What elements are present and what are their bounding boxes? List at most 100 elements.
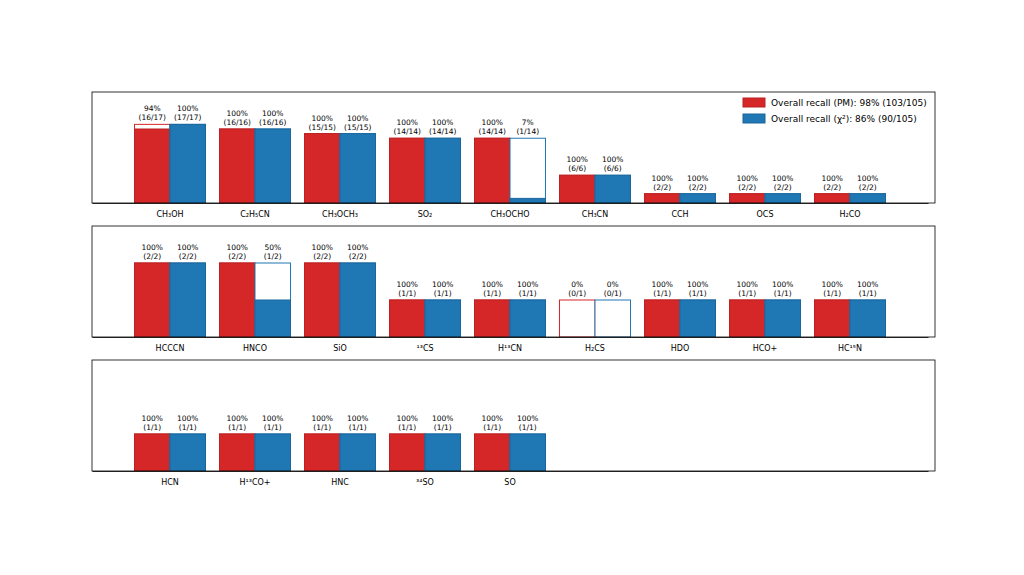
bar bbox=[305, 134, 340, 203]
x-axis-line bbox=[93, 203, 929, 204]
bar bbox=[170, 263, 205, 337]
bar-outline bbox=[680, 300, 715, 337]
recall-label: 100% bbox=[517, 414, 538, 423]
count-label: (16/17) bbox=[139, 113, 167, 122]
legend-label: Overall recall (χ²): 86% (90/105) bbox=[771, 114, 917, 124]
bar-outline bbox=[815, 194, 850, 203]
bar bbox=[475, 138, 510, 203]
bar-outline bbox=[475, 138, 510, 203]
count-label: (2/2) bbox=[179, 252, 197, 261]
bar-outline bbox=[475, 434, 510, 471]
bar bbox=[170, 124, 205, 203]
legend: Overall recall (PM): 98% (103/105) Overal… bbox=[743, 98, 927, 124]
bar-outline bbox=[170, 263, 205, 337]
x-tick: H₂CS bbox=[585, 337, 605, 353]
bar-outline bbox=[475, 300, 510, 337]
bar bbox=[340, 434, 375, 471]
count-label: (1/1) bbox=[398, 423, 416, 432]
recall-label: 100% bbox=[772, 280, 793, 289]
bar bbox=[510, 300, 545, 337]
bar-outline bbox=[390, 138, 425, 203]
count-label: (16/16) bbox=[224, 118, 252, 127]
x-tick-label: CH₃CN bbox=[582, 210, 608, 219]
bar bbox=[220, 263, 255, 337]
figure: 94%(16/17)100%(16/16)100%(15/15)100%(14/… bbox=[0, 0, 1024, 575]
bar bbox=[850, 194, 885, 203]
bar bbox=[390, 434, 425, 471]
recall-label: 100% bbox=[397, 414, 418, 423]
count-label: (1/1) bbox=[653, 289, 671, 298]
bar bbox=[595, 175, 630, 203]
count-label: (1/1) bbox=[434, 423, 452, 432]
bar-outline bbox=[730, 300, 765, 337]
count-label: (1/1) bbox=[519, 423, 537, 432]
x-tick-label: H¹³CO+ bbox=[239, 478, 270, 487]
count-label: (1/1) bbox=[738, 289, 756, 298]
data-labels: 100%(1/1)100%(1/1)100%(1/1)100%(1/1)100%… bbox=[142, 414, 539, 432]
recall-label: 100% bbox=[567, 155, 588, 164]
x-tick: ³⁴SO bbox=[416, 471, 434, 487]
recall-label: 100% bbox=[687, 174, 708, 183]
count-label: (1/1) bbox=[264, 423, 282, 432]
count-label: (15/15) bbox=[309, 123, 337, 132]
x-tick-label: H₂CS bbox=[585, 344, 605, 353]
bar bbox=[135, 263, 170, 337]
bar-outline bbox=[255, 263, 290, 337]
plot-frame bbox=[92, 360, 935, 471]
bar bbox=[170, 434, 205, 471]
bar bbox=[475, 434, 510, 471]
count-label: (1/1) bbox=[434, 289, 452, 298]
bar-outline bbox=[390, 434, 425, 471]
count-label: (1/1) bbox=[774, 289, 792, 298]
legend-label: Overall recall (PM): 98% (103/105) bbox=[771, 98, 927, 108]
x-axis: CH₃OHC₂H₅CNCH₃OCH₃SO₂CH₃OCHOCH₃CNCCHOCSH… bbox=[93, 203, 929, 219]
bar-outline bbox=[815, 300, 850, 337]
x-tick-label: CH₃OCHO bbox=[490, 210, 529, 219]
recall-label: 100% bbox=[482, 280, 503, 289]
recall-label: 100% bbox=[772, 174, 793, 183]
bar bbox=[220, 434, 255, 471]
x-tick: HDO bbox=[671, 337, 689, 353]
bar-outline bbox=[340, 434, 375, 471]
x-tick-label: ³⁴SO bbox=[416, 478, 434, 487]
bar bbox=[560, 175, 595, 203]
count-label: (1/14) bbox=[516, 127, 539, 136]
bar-outline bbox=[135, 434, 170, 471]
bar-outline bbox=[510, 138, 545, 203]
count-label: (1/1) bbox=[313, 423, 331, 432]
bar-outline bbox=[255, 434, 290, 471]
bar bbox=[730, 300, 765, 337]
legend-swatch bbox=[743, 98, 765, 107]
bar-outline bbox=[340, 134, 375, 203]
bar-outline bbox=[850, 194, 885, 203]
bar bbox=[765, 300, 800, 337]
bar bbox=[390, 138, 425, 203]
recall-label: 100% bbox=[432, 118, 453, 127]
bar bbox=[340, 263, 375, 337]
count-label: (1/1) bbox=[859, 289, 877, 298]
x-tick: HNCO bbox=[243, 337, 267, 353]
recall-label: 100% bbox=[262, 414, 283, 423]
recall-label: 100% bbox=[397, 280, 418, 289]
x-tick-label: SO₂ bbox=[418, 210, 433, 219]
count-label: (1/1) bbox=[349, 423, 367, 432]
count-label: (1/1) bbox=[398, 289, 416, 298]
count-label: (1/1) bbox=[179, 423, 197, 432]
recall-label: 7% bbox=[522, 118, 534, 127]
x-tick: HC¹⁵N bbox=[838, 337, 862, 353]
data-labels: 100%(2/2)100%(2/2)100%(2/2)100%(1/1)100%… bbox=[142, 243, 879, 298]
recall-label: 100% bbox=[312, 414, 333, 423]
count-label: (2/2) bbox=[738, 183, 756, 192]
x-tick-label: SiO bbox=[333, 344, 347, 353]
count-label: (0/1) bbox=[568, 289, 586, 298]
x-tick-label: H¹³CN bbox=[498, 344, 522, 353]
bar bbox=[730, 194, 765, 203]
recall-label: 100% bbox=[687, 280, 708, 289]
bar-outline bbox=[680, 194, 715, 203]
bar-outline bbox=[220, 129, 255, 203]
bar-outline bbox=[170, 124, 205, 203]
bar-outline bbox=[255, 129, 290, 203]
count-label: (1/1) bbox=[519, 289, 537, 298]
bar bbox=[425, 434, 460, 471]
bar-outline bbox=[595, 300, 630, 337]
